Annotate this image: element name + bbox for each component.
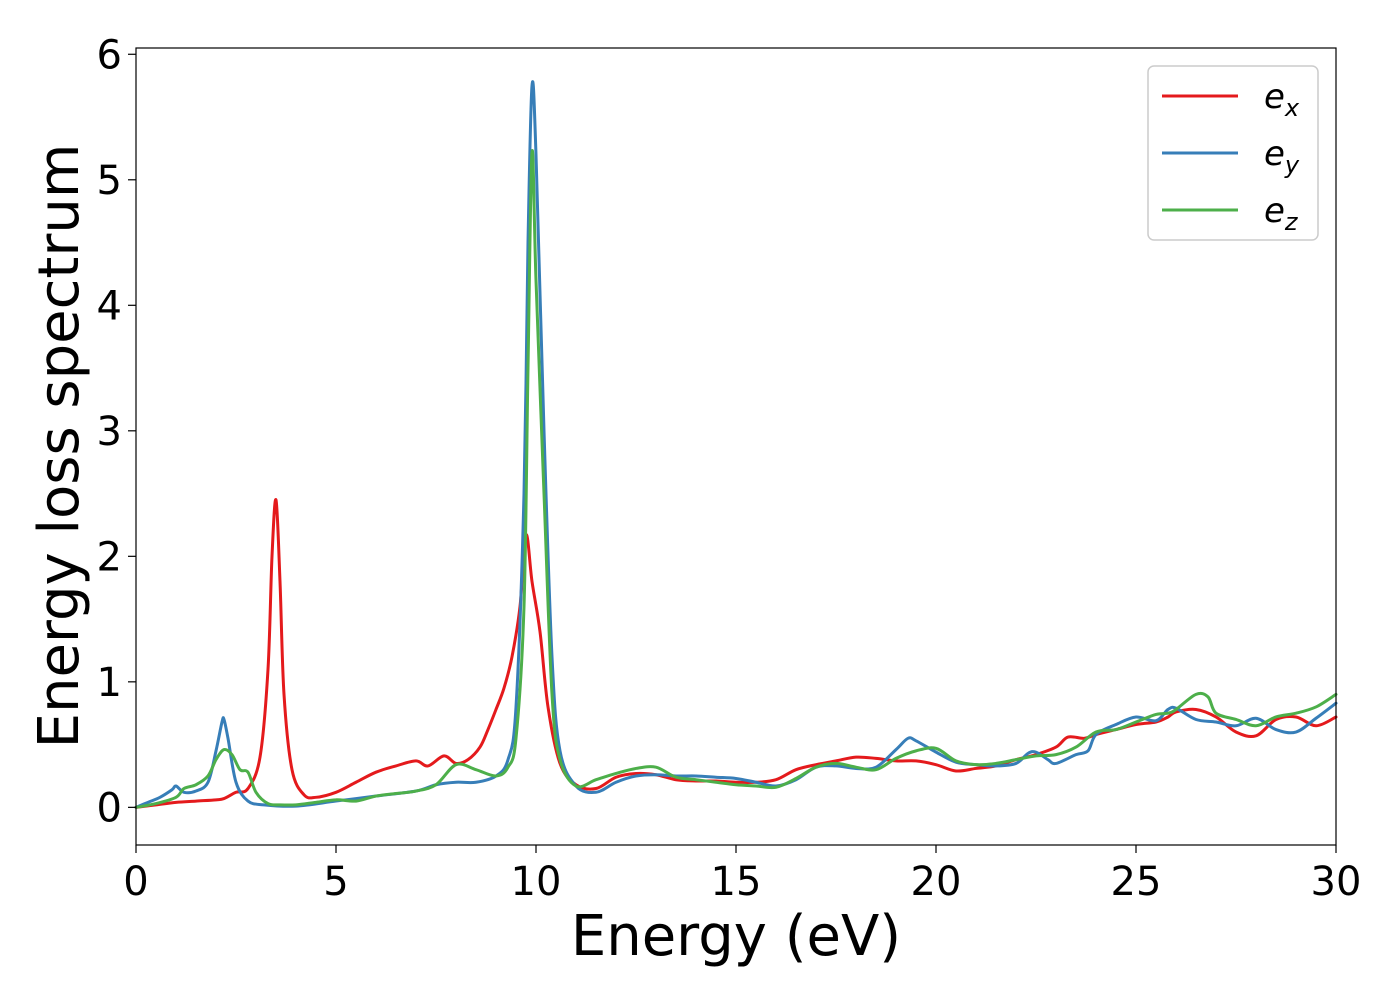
y-tick-label: 2 — [97, 534, 122, 580]
y-axis-title: Energy loss spectrum — [27, 144, 92, 749]
y-tick-label: 5 — [97, 158, 122, 204]
y-tick-label: 0 — [97, 785, 122, 831]
legend: ex ey ez — [1147, 65, 1319, 241]
x-tick-label: 0 — [123, 859, 148, 905]
series-line-e-z — [134, 149, 1338, 809]
legend-label-e-x: ex — [1264, 77, 1300, 122]
legend-label-e-y: ey — [1264, 134, 1300, 179]
x-tick-label: 5 — [323, 859, 348, 905]
y-tick-label: 4 — [97, 283, 122, 329]
y-tick-label: 6 — [97, 32, 122, 78]
x-tick-label: 25 — [1111, 859, 1162, 905]
x-axis: 0 5 10 15 20 25 30 — [123, 845, 1361, 905]
y-axis: 0 1 2 3 4 5 6 — [97, 32, 136, 831]
x-tick-label: 30 — [1311, 859, 1362, 905]
series-line-e-y — [134, 80, 1338, 809]
series-layer — [134, 80, 1338, 809]
x-tick-label: 10 — [511, 859, 562, 905]
legend-label-e-z: ez — [1264, 191, 1299, 236]
y-tick-label: 1 — [97, 660, 122, 706]
x-tick-label: 15 — [711, 859, 762, 905]
y-tick-label: 3 — [97, 409, 122, 455]
series-line-e-x — [134, 498, 1338, 809]
x-tick-label: 20 — [911, 859, 962, 905]
x-axis-title: Energy (eV) — [571, 904, 901, 969]
